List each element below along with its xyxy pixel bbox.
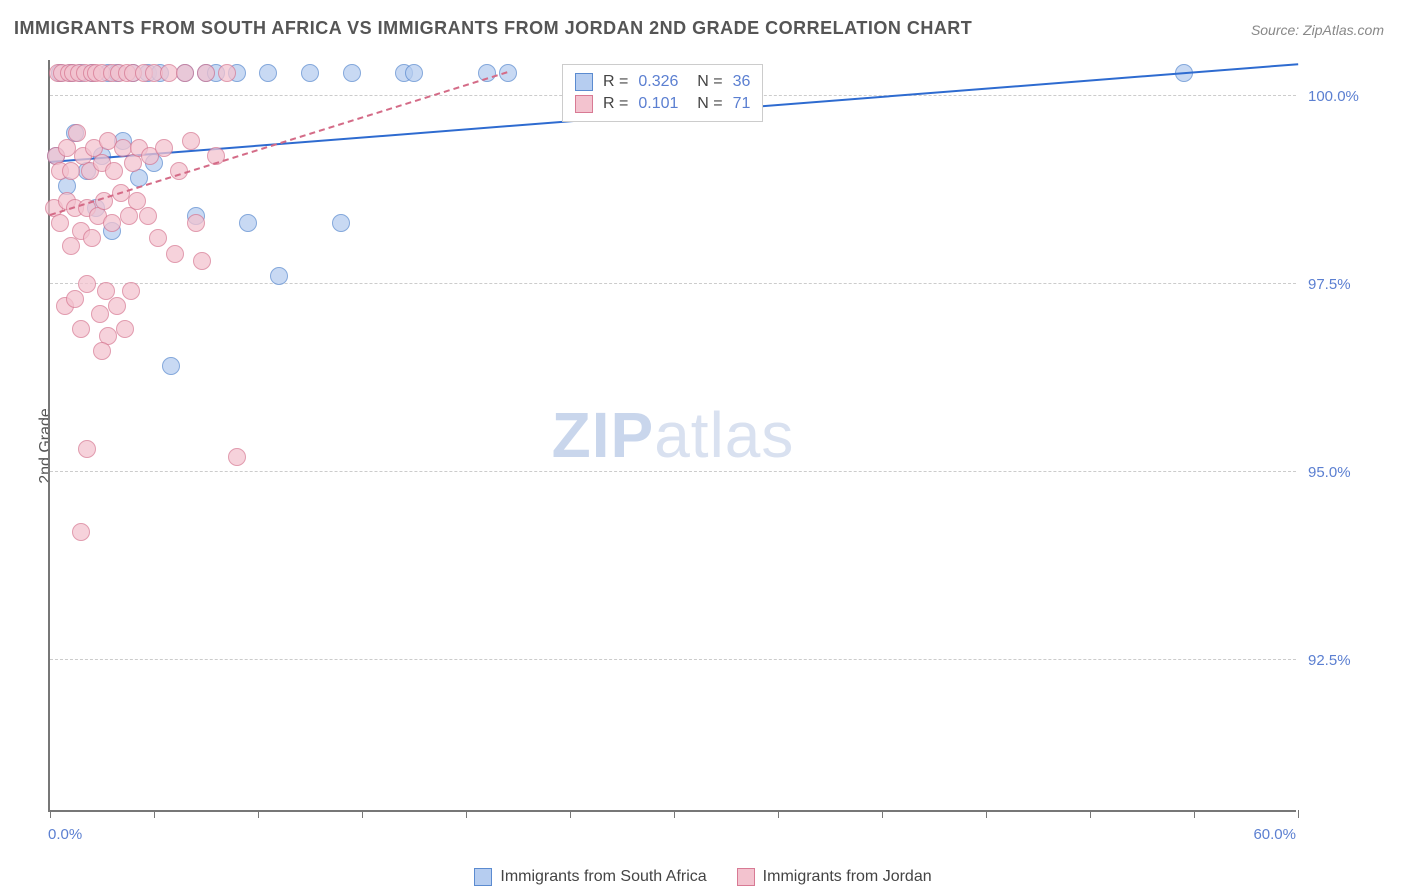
gridline <box>50 659 1296 660</box>
watermark: ZIPatlas <box>552 398 795 472</box>
swatch-jo <box>737 868 755 886</box>
x-tick <box>362 810 363 818</box>
data-point-jo <box>193 252 211 270</box>
correlation-box: R = 0.326 N = 36 R = 0.101 N = 71 <box>562 64 763 122</box>
source-label: Source: ZipAtlas.com <box>1251 22 1384 38</box>
corr-n-value: 71 <box>733 95 751 113</box>
legend-label-jo: Immigrants from Jordan <box>763 868 932 886</box>
corr-row-jo: R = 0.101 N = 71 <box>575 93 750 115</box>
data-point-jo <box>228 448 246 466</box>
data-point-jo <box>160 64 178 82</box>
data-point-jo <box>182 132 200 150</box>
data-point-jo <box>51 214 69 232</box>
data-point-jo <box>58 139 76 157</box>
corr-r-value: 0.326 <box>638 73 678 91</box>
corr-swatch <box>575 73 593 91</box>
y-tick-label: 95.0% <box>1308 464 1351 481</box>
data-point-jo <box>187 214 205 232</box>
data-point-sa <box>162 357 180 375</box>
data-point-jo <box>149 229 167 247</box>
corr-n-value: 36 <box>733 73 751 91</box>
data-point-jo <box>139 207 157 225</box>
data-point-jo <box>197 64 215 82</box>
x-tick <box>986 810 987 818</box>
x-tick <box>674 810 675 818</box>
data-point-sa <box>259 64 277 82</box>
corr-r-value: 0.101 <box>638 95 678 113</box>
data-point-jo <box>105 162 123 180</box>
swatch-sa <box>474 868 492 886</box>
plot-area: ZIPatlas <box>48 60 1296 812</box>
x-tick <box>778 810 779 818</box>
data-point-jo <box>68 124 86 142</box>
data-point-jo <box>116 320 134 338</box>
data-point-jo <box>72 523 90 541</box>
legend-item-jo: Immigrants from Jordan <box>737 868 932 886</box>
x-tick <box>570 810 571 818</box>
bottom-legend: Immigrants from South Africa Immigrants … <box>0 868 1406 886</box>
x-tick <box>154 810 155 818</box>
gridline <box>50 471 1296 472</box>
data-point-jo <box>91 305 109 323</box>
legend-label-sa: Immigrants from South Africa <box>500 868 706 886</box>
data-point-jo <box>78 440 96 458</box>
data-point-jo <box>155 139 173 157</box>
data-point-jo <box>218 64 236 82</box>
x-start-label: 0.0% <box>48 826 82 843</box>
data-point-sa <box>343 64 361 82</box>
data-point-sa <box>332 214 350 232</box>
x-tick <box>1194 810 1195 818</box>
x-tick <box>258 810 259 818</box>
data-point-jo <box>176 64 194 82</box>
watermark-bold: ZIP <box>552 399 655 471</box>
data-point-sa <box>270 267 288 285</box>
data-point-jo <box>93 342 111 360</box>
gridline <box>50 283 1296 284</box>
corr-swatch <box>575 95 593 113</box>
x-tick <box>50 810 51 818</box>
data-point-jo <box>66 290 84 308</box>
corr-n-label: N = <box>688 95 722 113</box>
data-point-jo <box>83 229 101 247</box>
y-tick-label: 92.5% <box>1308 652 1351 669</box>
corr-n-label: N = <box>688 73 722 91</box>
data-point-sa <box>301 64 319 82</box>
data-point-sa <box>239 214 257 232</box>
data-point-sa <box>405 64 423 82</box>
legend-item-sa: Immigrants from South Africa <box>474 868 706 886</box>
y-tick-label: 97.5% <box>1308 276 1351 293</box>
corr-r-label: R = <box>603 95 628 113</box>
data-point-jo <box>78 275 96 293</box>
x-tick <box>1090 810 1091 818</box>
x-tick <box>882 810 883 818</box>
y-tick-label: 100.0% <box>1308 88 1359 105</box>
corr-row-sa: R = 0.326 N = 36 <box>575 71 750 93</box>
x-tick <box>466 810 467 818</box>
data-point-jo <box>103 214 121 232</box>
x-end-label: 60.0% <box>1253 826 1296 843</box>
chart-title: IMMIGRANTS FROM SOUTH AFRICA VS IMMIGRAN… <box>14 18 972 39</box>
data-point-jo <box>166 245 184 263</box>
data-point-jo <box>108 297 126 315</box>
data-point-jo <box>72 320 90 338</box>
data-point-jo <box>62 162 80 180</box>
data-point-jo <box>122 282 140 300</box>
data-point-jo <box>62 237 80 255</box>
x-tick <box>1298 810 1299 818</box>
watermark-rest: atlas <box>654 399 794 471</box>
corr-r-label: R = <box>603 73 628 91</box>
